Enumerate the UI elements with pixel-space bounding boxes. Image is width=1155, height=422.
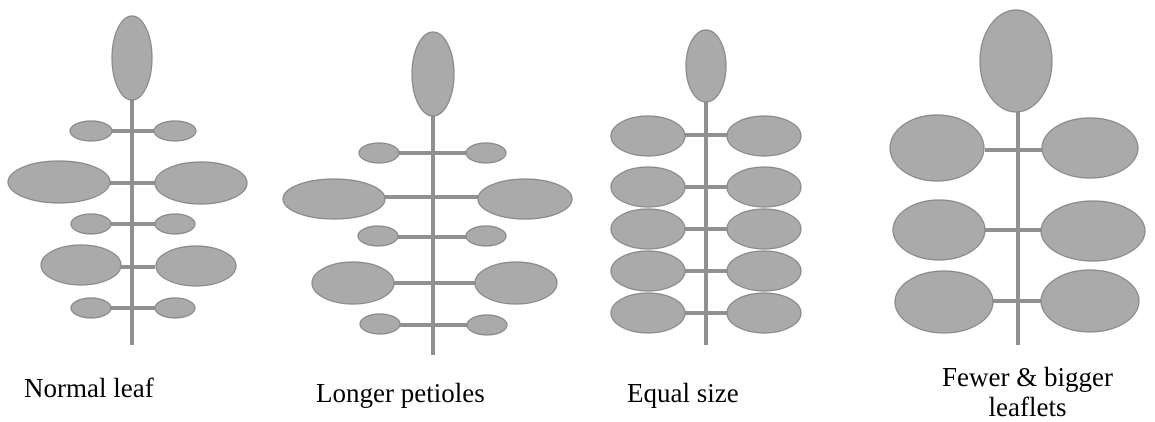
- leaflet: [70, 213, 112, 235]
- leaflet: [40, 244, 122, 286]
- leaflet: [359, 313, 401, 335]
- leaflet: [465, 225, 507, 247]
- panel-normal-leaf: [7, 15, 248, 345]
- caption-normal-leaf: Normal leaf: [24, 373, 154, 403]
- leaflet: [726, 208, 802, 250]
- leaflet: [282, 178, 386, 220]
- leaflet: [726, 115, 802, 157]
- leaflet: [474, 261, 558, 305]
- terminal-leaflet: [111, 15, 153, 101]
- leaflet: [1041, 117, 1139, 179]
- leaflet: [466, 314, 508, 336]
- caption-longer-petioles: Longer petioles: [316, 378, 485, 408]
- panel-equal-size: [610, 29, 802, 345]
- leaflet: [7, 160, 111, 204]
- leaflet: [610, 250, 686, 292]
- leaflet: [358, 142, 400, 164]
- terminal-leaflet: [411, 31, 455, 117]
- leaflet: [69, 120, 113, 142]
- caption-fewer-bigger-line2: leaflets: [988, 392, 1067, 422]
- terminal-leaflet: [685, 29, 727, 103]
- leaflet: [892, 199, 986, 261]
- leaflet: [610, 115, 686, 157]
- leaflet: [154, 297, 196, 319]
- caption-fewer-bigger-line1: Fewer & bigger: [942, 362, 1113, 392]
- caption-equal-size: Equal size: [627, 378, 739, 408]
- leaflet: [726, 292, 802, 334]
- leaflet: [311, 261, 395, 305]
- leaflet: [154, 213, 196, 235]
- leaflet: [465, 142, 507, 164]
- panel-longer-petioles: [282, 31, 573, 355]
- leaflet: [357, 225, 399, 247]
- leaflet: [1040, 269, 1140, 333]
- leaflet: [477, 178, 573, 220]
- leaflet: [153, 120, 197, 142]
- leaflet: [1040, 200, 1146, 262]
- leaflet: [726, 166, 802, 208]
- leaflet: [70, 297, 112, 319]
- leaflet: [154, 161, 248, 205]
- leaflet: [894, 270, 994, 334]
- leaflet: [726, 250, 802, 292]
- leaflet: [610, 292, 686, 334]
- leaflet: [889, 114, 985, 182]
- leaflet: [610, 208, 686, 250]
- terminal-leaflet: [979, 9, 1053, 113]
- leaflet: [610, 166, 686, 208]
- panel-fewer-bigger-leaflets: [889, 9, 1146, 345]
- leaflet: [155, 245, 237, 287]
